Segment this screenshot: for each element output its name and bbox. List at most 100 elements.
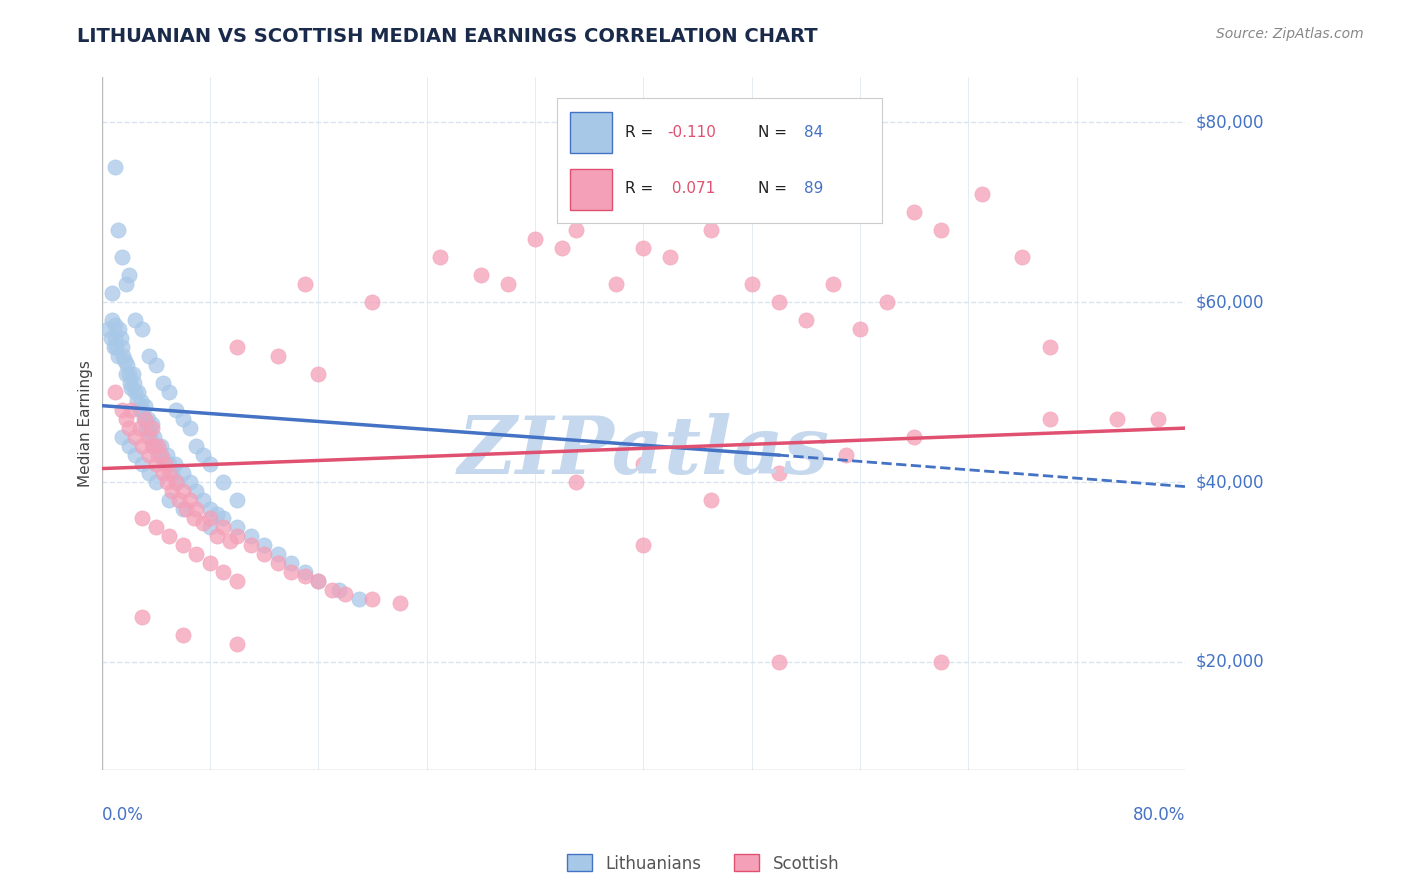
Point (198, 511, 221, 525)
Point (111, 250, 134, 264)
Point (768, 655, 790, 669)
Point (186, 547, 208, 561)
Point (191, 448, 214, 462)
Point (903, 430, 925, 444)
Point (160, 484, 183, 499)
Point (103, 340, 125, 354)
Point (794, 313, 817, 327)
Point (148, 439, 170, 453)
Legend: Lithuanians, Scottish: Lithuanians, Scottish (560, 847, 846, 880)
Point (198, 502, 221, 516)
Point (186, 484, 208, 499)
Point (155, 475, 177, 489)
Point (148, 448, 170, 462)
Point (768, 466, 790, 480)
Point (551, 241, 574, 255)
Point (970, 187, 993, 202)
Point (104, 331, 127, 345)
Point (347, 591, 370, 606)
Point (429, 250, 451, 264)
Point (768, 295, 790, 310)
Point (929, 223, 952, 237)
Point (226, 493, 249, 508)
Point (903, 205, 925, 219)
Point (659, 250, 682, 264)
Point (120, 403, 142, 417)
Point (172, 412, 194, 426)
Point (633, 457, 655, 471)
Point (198, 556, 221, 570)
Point (172, 628, 194, 642)
Point (124, 313, 146, 327)
Point (1147, 412, 1170, 426)
Point (125, 394, 148, 409)
Point (700, 223, 723, 237)
Point (523, 232, 546, 246)
Point (253, 538, 276, 552)
Point (117, 358, 139, 372)
Point (145, 439, 167, 453)
Point (101, 286, 124, 301)
Point (174, 502, 197, 516)
Point (145, 358, 167, 372)
Text: LITHUANIAN VS SCOTTISH MEDIAN EARNINGS CORRELATION CHART: LITHUANIAN VS SCOTTISH MEDIAN EARNINGS C… (77, 27, 818, 45)
Point (145, 475, 167, 489)
Point (100, 331, 122, 345)
Point (191, 516, 214, 530)
Point (165, 403, 187, 417)
Point (145, 457, 167, 471)
Point (97, 322, 120, 336)
Point (155, 457, 177, 471)
Point (111, 340, 134, 354)
Text: 80.0%: 80.0% (1133, 805, 1185, 824)
Point (876, 295, 898, 310)
Point (470, 268, 492, 283)
Point (131, 322, 153, 336)
Point (388, 597, 411, 611)
Point (633, 538, 655, 552)
Point (115, 277, 138, 292)
Point (741, 277, 763, 292)
Point (153, 452, 176, 467)
Point (226, 574, 249, 588)
Point (115, 367, 138, 381)
Point (307, 574, 329, 588)
Point (152, 376, 174, 391)
Point (157, 385, 180, 400)
Point (165, 475, 187, 489)
Point (564, 475, 586, 489)
Point (205, 529, 228, 543)
Point (179, 475, 201, 489)
Point (167, 493, 190, 508)
Point (172, 538, 194, 552)
Point (307, 574, 329, 588)
Point (112, 349, 135, 363)
Point (142, 439, 165, 453)
Point (160, 466, 183, 480)
Point (166, 475, 188, 489)
Point (205, 507, 228, 521)
Point (294, 569, 316, 583)
Point (294, 277, 316, 292)
Point (163, 457, 186, 471)
Y-axis label: Median Earnings: Median Earnings (79, 360, 93, 487)
Point (191, 493, 214, 508)
Point (120, 381, 142, 395)
Point (929, 655, 952, 669)
Point (134, 399, 156, 413)
Point (138, 466, 160, 480)
Point (280, 565, 302, 579)
Point (104, 385, 127, 400)
Point (280, 556, 302, 570)
Point (142, 439, 165, 453)
Text: $20,000: $20,000 (1195, 653, 1264, 671)
Point (835, 448, 858, 462)
Point (118, 376, 141, 391)
Point (129, 394, 152, 409)
Point (128, 421, 150, 435)
Point (131, 439, 153, 453)
Point (700, 493, 723, 508)
Point (150, 439, 173, 453)
Point (143, 430, 166, 444)
Point (128, 403, 150, 417)
